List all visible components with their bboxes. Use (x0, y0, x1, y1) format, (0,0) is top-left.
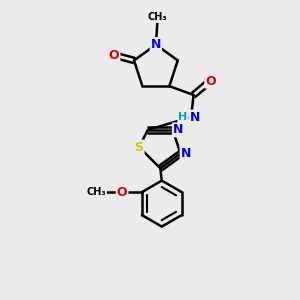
Text: N: N (190, 111, 200, 124)
Text: S: S (135, 141, 144, 154)
Text: CH₃: CH₃ (86, 187, 106, 197)
Text: CH₃: CH₃ (148, 12, 167, 22)
Text: H: H (178, 112, 188, 122)
Text: O: O (117, 186, 128, 199)
Text: N: N (151, 38, 161, 51)
Text: N: N (173, 123, 183, 136)
Text: O: O (109, 49, 119, 62)
Text: N: N (181, 147, 191, 160)
Text: O: O (205, 75, 216, 88)
